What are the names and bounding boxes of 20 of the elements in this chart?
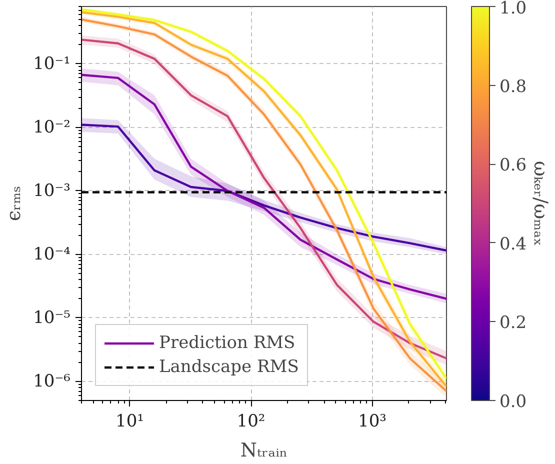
color-bar-label: 0.6 xyxy=(500,156,527,176)
x-tick-label: 10¹ xyxy=(116,412,144,432)
x-tick-label: 10³ xyxy=(358,412,386,432)
y-axis-title: ϵᵣₘₛ xyxy=(3,186,26,222)
color-bar-label: 0.8 xyxy=(500,76,527,97)
x-tick-label: 10² xyxy=(236,412,266,432)
color-bar-label: 1.0 xyxy=(500,0,527,18)
color-bar-title: ωₖₑᵣ/ωₘₐₓ xyxy=(530,160,552,246)
y-tick-label: 10⁻⁶ xyxy=(33,371,71,392)
legend-label: Landscape RMS xyxy=(159,357,299,377)
y-tick-label: 10⁻² xyxy=(33,117,70,138)
y-tick-label: 10⁻³ xyxy=(33,180,70,201)
x-axis-title: Nₜᵣₐᵢₙ xyxy=(240,440,288,462)
color-bar-label: 0.4 xyxy=(500,234,527,254)
y-tick-label: 10⁻¹ xyxy=(33,54,70,74)
y-tick-label: 10⁻⁵ xyxy=(33,308,71,328)
color-bar-label: 0.2 xyxy=(500,313,527,334)
color-bar-label: 0.0 xyxy=(500,392,527,412)
legend-label: Prediction RMS xyxy=(159,333,296,353)
y-tick-label: 10⁻⁴ xyxy=(33,244,71,264)
